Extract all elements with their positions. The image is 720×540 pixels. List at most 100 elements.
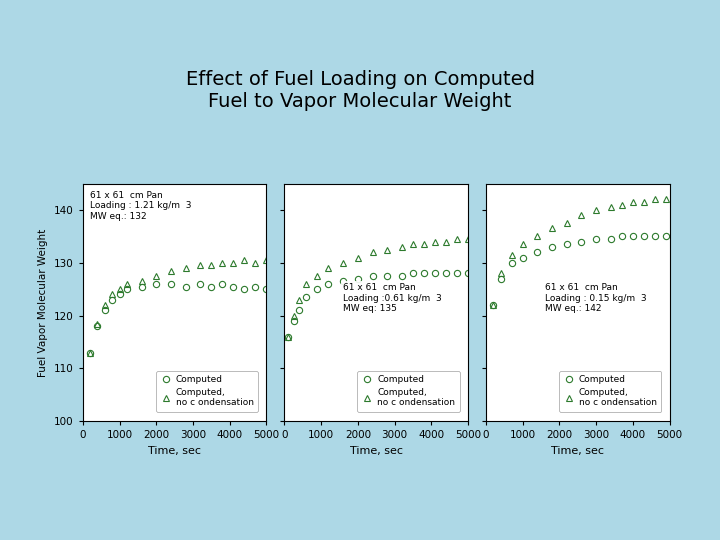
Computed,
no c ondensation	[639, 199, 648, 205]
Computed,
no c ondensation	[489, 302, 498, 308]
Computed	[115, 291, 124, 298]
Computed,
no c ondensation	[629, 199, 637, 205]
Legend: Computed, Computed,
no c ondensation: Computed, Computed, no c ondensation	[559, 371, 662, 412]
Computed,
no c ondensation	[548, 225, 557, 232]
Computed,
no c ondensation	[431, 239, 439, 245]
Line: Computed: Computed	[285, 270, 471, 340]
Computed,
no c ondensation	[606, 204, 615, 211]
Text: 61 x 61  cm Pan
Loading : 0.15 kg/m  3
MW eq.: 142: 61 x 61 cm Pan Loading : 0.15 kg/m 3 MW …	[545, 284, 647, 313]
Computed	[207, 284, 216, 290]
Computed,
no c ondensation	[207, 262, 216, 269]
Computed,
no c ondensation	[289, 312, 298, 319]
Computed,
no c ondensation	[409, 241, 418, 247]
Computed	[289, 318, 298, 324]
Computed,
no c ondensation	[592, 207, 600, 213]
Text: 61 x 61  cm Pan
Loading : 1.21 kg/m  3
MW eq.: 132: 61 x 61 cm Pan Loading : 1.21 kg/m 3 MW …	[90, 191, 192, 220]
Computed	[313, 286, 322, 293]
Computed,
no c ondensation	[166, 267, 175, 274]
Computed	[431, 270, 439, 276]
Computed,
no c ondensation	[339, 260, 348, 266]
Computed,
no c ondensation	[383, 246, 392, 253]
Computed	[284, 334, 292, 340]
Computed,
no c ondensation	[368, 249, 377, 255]
Computed	[324, 281, 333, 287]
Computed	[518, 254, 527, 261]
Computed,
no c ondensation	[218, 260, 227, 266]
Computed,
no c ondensation	[108, 291, 117, 298]
Computed,
no c ondensation	[453, 236, 462, 242]
Computed	[354, 275, 362, 282]
Computed	[662, 233, 670, 240]
Line: Computed,
no c ondensation: Computed, no c ondensation	[87, 257, 269, 356]
Computed,
no c ondensation	[577, 212, 586, 219]
Computed	[251, 284, 260, 290]
Computed	[420, 270, 428, 276]
Computed	[166, 281, 175, 287]
Computed,
no c ondensation	[181, 265, 190, 271]
Computed	[294, 307, 303, 314]
Computed,
no c ondensation	[284, 334, 292, 340]
Computed,
no c ondensation	[122, 281, 131, 287]
Computed	[489, 302, 498, 308]
Text: Effect of Fuel Loading on Computed
Fuel to Vapor Molecular Weight: Effect of Fuel Loading on Computed Fuel …	[186, 70, 534, 111]
Computed,
no c ondensation	[86, 349, 94, 356]
Line: Computed,
no c ondensation: Computed, no c ondensation	[490, 197, 669, 308]
Computed	[196, 281, 204, 287]
Computed	[618, 233, 626, 240]
Computed	[108, 296, 117, 303]
Computed	[122, 286, 131, 293]
Line: Computed: Computed	[490, 233, 669, 308]
Computed,
no c ondensation	[115, 286, 124, 293]
Computed,
no c ondensation	[240, 257, 248, 264]
Computed	[302, 294, 311, 300]
Text: 61 x 61  cm Pan
Loading :0.61 kg/m  3
MW eq: 135: 61 x 61 cm Pan Loading :0.61 kg/m 3 MW e…	[343, 284, 442, 313]
Computed,
no c ondensation	[302, 281, 311, 287]
Computed	[138, 284, 146, 290]
Computed	[548, 244, 557, 250]
Computed,
no c ondensation	[464, 236, 472, 242]
Computed	[592, 236, 600, 242]
Line: Computed: Computed	[87, 281, 269, 356]
Computed,
no c ondensation	[229, 260, 238, 266]
X-axis label: Time, sec: Time, sec	[148, 446, 201, 456]
Computed,
no c ondensation	[518, 241, 527, 247]
X-axis label: Time, sec: Time, sec	[552, 446, 604, 456]
Legend: Computed, Computed,
no c ondensation: Computed, Computed, no c ondensation	[357, 371, 460, 412]
Computed,
no c ondensation	[354, 254, 362, 261]
Computed	[629, 233, 637, 240]
Computed,
no c ondensation	[196, 262, 204, 269]
Computed,
no c ondensation	[152, 273, 161, 279]
Computed,
no c ondensation	[313, 273, 322, 279]
Computed	[339, 278, 348, 285]
Computed,
no c ondensation	[508, 252, 516, 258]
Computed	[152, 281, 161, 287]
Computed	[606, 236, 615, 242]
Computed	[101, 307, 109, 314]
Computed	[441, 270, 450, 276]
Computed	[240, 286, 248, 293]
Computed,
no c ondensation	[93, 320, 102, 327]
Computed,
no c ondensation	[618, 201, 626, 208]
Computed	[397, 273, 406, 279]
Computed,
no c ondensation	[262, 257, 271, 264]
Line: Computed,
no c ondensation: Computed, no c ondensation	[285, 236, 471, 340]
Y-axis label: Fuel Vapor Molecular Weight: Fuel Vapor Molecular Weight	[38, 228, 48, 376]
Computed	[181, 284, 190, 290]
Computed	[508, 260, 516, 266]
Computed,
no c ondensation	[651, 196, 660, 202]
Computed	[453, 270, 462, 276]
X-axis label: Time, sec: Time, sec	[350, 446, 402, 456]
Computed	[86, 349, 94, 356]
Computed,
no c ondensation	[138, 278, 146, 285]
Computed	[577, 239, 586, 245]
Computed	[464, 270, 472, 276]
Computed	[218, 281, 227, 287]
Computed	[262, 286, 271, 293]
Computed	[496, 275, 505, 282]
Computed	[651, 233, 660, 240]
Computed,
no c ondensation	[251, 260, 260, 266]
Computed	[229, 284, 238, 290]
Computed	[409, 270, 418, 276]
Computed	[368, 273, 377, 279]
Computed,
no c ondensation	[397, 244, 406, 250]
